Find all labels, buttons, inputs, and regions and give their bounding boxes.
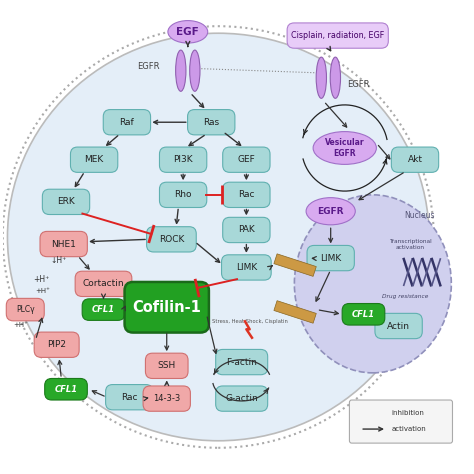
FancyBboxPatch shape xyxy=(125,282,209,333)
Ellipse shape xyxy=(190,50,200,91)
Text: Rac: Rac xyxy=(121,392,137,401)
FancyBboxPatch shape xyxy=(146,227,196,252)
FancyBboxPatch shape xyxy=(159,147,207,173)
FancyBboxPatch shape xyxy=(216,349,268,375)
FancyBboxPatch shape xyxy=(342,303,385,325)
FancyBboxPatch shape xyxy=(71,147,118,173)
Ellipse shape xyxy=(306,198,356,225)
Text: Cisplain, radiation, EGF: Cisplain, radiation, EGF xyxy=(291,31,384,40)
Ellipse shape xyxy=(168,20,208,43)
Text: PAK: PAK xyxy=(238,226,255,235)
FancyBboxPatch shape xyxy=(375,313,422,338)
Text: Rac: Rac xyxy=(238,191,255,200)
Text: Akt: Akt xyxy=(408,155,422,164)
Text: +H⁺: +H⁺ xyxy=(13,322,28,328)
Ellipse shape xyxy=(330,57,340,98)
Text: MEK: MEK xyxy=(84,155,104,164)
FancyBboxPatch shape xyxy=(103,109,151,135)
FancyBboxPatch shape xyxy=(216,386,268,411)
Text: EGF: EGF xyxy=(176,27,199,37)
Bar xyxy=(274,301,316,323)
Text: Nucleus: Nucleus xyxy=(404,211,435,220)
FancyBboxPatch shape xyxy=(221,255,271,280)
Text: Rho: Rho xyxy=(174,191,192,200)
Text: activation: activation xyxy=(392,426,426,432)
Text: G-actin: G-actin xyxy=(225,394,258,403)
Text: Cortactin: Cortactin xyxy=(82,279,124,288)
Text: F-actin: F-actin xyxy=(226,357,257,366)
FancyBboxPatch shape xyxy=(34,332,79,357)
FancyBboxPatch shape xyxy=(6,298,44,321)
Text: GEF: GEF xyxy=(237,155,255,164)
FancyBboxPatch shape xyxy=(287,23,388,48)
FancyBboxPatch shape xyxy=(75,271,132,297)
Text: ROCK: ROCK xyxy=(159,235,184,244)
Text: LIMK: LIMK xyxy=(236,263,257,272)
Text: Drug resistance: Drug resistance xyxy=(383,294,429,300)
Text: Ras: Ras xyxy=(203,118,219,127)
Text: NHE1: NHE1 xyxy=(51,239,76,248)
Text: CFL1: CFL1 xyxy=(92,305,115,314)
FancyBboxPatch shape xyxy=(223,217,270,243)
Text: Raf: Raf xyxy=(119,118,134,127)
Ellipse shape xyxy=(8,33,429,441)
Text: +H⁺: +H⁺ xyxy=(36,288,51,294)
Text: ↓H⁺: ↓H⁺ xyxy=(51,256,67,265)
FancyBboxPatch shape xyxy=(82,299,125,320)
FancyBboxPatch shape xyxy=(223,147,270,173)
Ellipse shape xyxy=(176,50,186,91)
Bar xyxy=(274,254,316,276)
Text: SSH: SSH xyxy=(158,361,176,370)
FancyBboxPatch shape xyxy=(106,384,153,410)
FancyBboxPatch shape xyxy=(223,182,270,208)
Text: EGFR: EGFR xyxy=(318,207,344,216)
FancyBboxPatch shape xyxy=(146,353,188,378)
Text: PLCγ: PLCγ xyxy=(16,305,35,314)
Text: EGFR: EGFR xyxy=(137,62,159,71)
Text: CFL1: CFL1 xyxy=(55,385,78,394)
FancyBboxPatch shape xyxy=(188,109,235,135)
FancyBboxPatch shape xyxy=(159,182,207,208)
FancyBboxPatch shape xyxy=(42,189,90,215)
FancyBboxPatch shape xyxy=(45,378,87,400)
Text: PI3K: PI3K xyxy=(173,155,193,164)
Ellipse shape xyxy=(313,132,376,164)
Text: Vesicular
EGFR: Vesicular EGFR xyxy=(325,138,365,158)
Text: LIMK: LIMK xyxy=(320,254,341,263)
Text: 14-3-3: 14-3-3 xyxy=(153,394,181,403)
Text: PIP2: PIP2 xyxy=(47,340,66,349)
Text: Transcriptional: Transcriptional xyxy=(389,239,432,244)
FancyBboxPatch shape xyxy=(40,231,87,257)
Text: Stress, Heat Shock, Cisplatin: Stress, Heat Shock, Cisplatin xyxy=(212,319,288,324)
Text: ERK: ERK xyxy=(57,197,75,206)
FancyBboxPatch shape xyxy=(307,246,355,271)
Text: Actin: Actin xyxy=(387,321,410,330)
Ellipse shape xyxy=(316,57,327,98)
Text: inhibition: inhibition xyxy=(392,410,424,416)
Text: activation: activation xyxy=(396,245,425,250)
Text: +H⁺: +H⁺ xyxy=(33,274,49,283)
FancyBboxPatch shape xyxy=(349,400,453,443)
Ellipse shape xyxy=(294,195,451,373)
FancyBboxPatch shape xyxy=(392,147,438,173)
Text: CFL1: CFL1 xyxy=(352,310,375,319)
FancyBboxPatch shape xyxy=(143,386,191,411)
Text: Cofilin-1: Cofilin-1 xyxy=(132,300,201,315)
Text: EGFR: EGFR xyxy=(347,80,370,89)
